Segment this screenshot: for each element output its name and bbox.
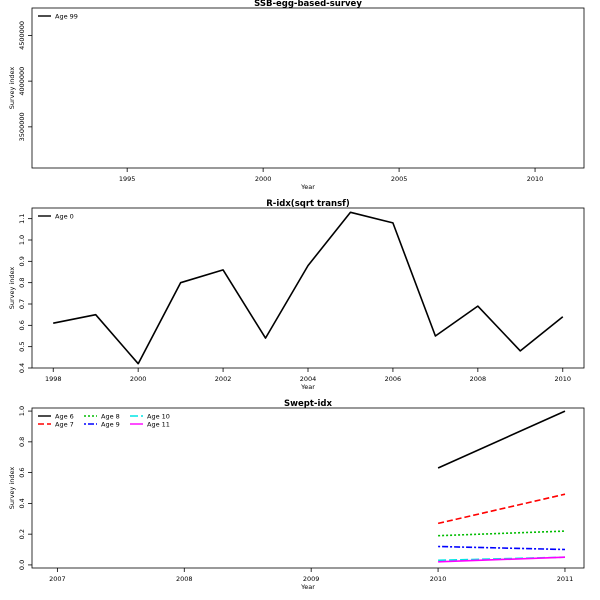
y-tick-label: 1.0: [18, 235, 26, 245]
y-tick-label: 0.7: [18, 299, 26, 309]
x-axis-label: Year: [300, 183, 315, 191]
x-tick-label: 2010: [554, 375, 571, 383]
x-axis-label: Year: [300, 383, 315, 391]
chart-panel-1: SSB-egg-based-survey 1995 2000 2005 2010 3500…: [8, 0, 585, 191]
chart-title: R-idx(sqrt transf): [266, 199, 350, 209]
x-tick-label: 1995: [119, 175, 136, 183]
x-tick-label: 2000: [255, 175, 272, 183]
series-group: [53, 211, 564, 365]
series-line-age-9: [438, 545, 566, 551]
series-line-age-0: [53, 211, 564, 365]
legend-label: Age 8: [101, 412, 120, 420]
x-tick-label: 2002: [215, 375, 232, 383]
y-axis-label: Survey index: [8, 267, 16, 310]
plot-frame: [31, 407, 585, 569]
x-tick-label: 1998: [45, 375, 62, 383]
x-axis-label: Year: [300, 583, 315, 591]
legend-label: Age 7: [55, 420, 74, 428]
plot-frame: [31, 7, 585, 169]
plot-frame: [31, 207, 585, 369]
x-tick-label: 2008: [470, 375, 487, 383]
legend-label: Age 6: [55, 412, 74, 420]
y-tick-label: 0.2: [18, 529, 26, 539]
y-axis-label: Survey index: [8, 467, 16, 510]
x-tick-label: 2006: [385, 375, 402, 383]
series-line-age-6: [437, 410, 566, 469]
chart-panel-3: Swept-idx 2007 2008 2009 2010 2011 0.0 0.2 0.4 0.…: [8, 399, 585, 591]
chart-title: Swept-idx: [284, 399, 332, 409]
x-tick-label: 2011: [557, 575, 574, 583]
series-line-age-8: [438, 530, 566, 537]
legend-label: Age 10: [147, 412, 170, 420]
x-tick-label: 2008: [176, 575, 193, 583]
legend-label: Age 9: [101, 420, 120, 428]
y-tick-label: 0.4: [18, 363, 26, 373]
legend-label: Age 99: [55, 12, 78, 20]
y-tick-label: 4500000: [18, 21, 26, 50]
legend-label: Age 0: [55, 212, 74, 220]
legend: Age 0: [38, 212, 74, 220]
y-tick-label: 0.6: [18, 320, 26, 330]
y-tick-label: 0.9: [18, 256, 26, 266]
y-axis-label: Survey index: [8, 67, 16, 110]
x-tick-label: 2009: [303, 575, 320, 583]
legend: Age 99: [38, 12, 78, 20]
y-tick-label: 0.6: [18, 467, 26, 477]
x-tick-label: 2010: [527, 175, 544, 183]
y-tick-label: 0.0: [18, 560, 26, 570]
x-tick-label: 2007: [49, 575, 66, 583]
series-line-age-11: [438, 556, 566, 563]
x-tick-label: 2004: [300, 375, 317, 383]
series-group: [437, 410, 566, 563]
legend-label: Age 11: [147, 420, 170, 428]
chart-title: SSB-egg-based-survey: [254, 0, 362, 9]
x-tick-label: 2010: [430, 575, 447, 583]
y-tick-label: 1.1: [18, 213, 26, 223]
x-tick-label: 2000: [130, 375, 147, 383]
chart-panel-2: R-idx(sqrt transf) 1998 2000 2002 2004 2006 20…: [8, 199, 585, 391]
y-tick-label: 0.4: [18, 498, 26, 508]
y-tick-label: 0.8: [18, 277, 26, 287]
y-tick-label: 0.5: [18, 341, 26, 351]
y-tick-label: 3500000: [18, 112, 26, 141]
y-tick-label: 0.8: [18, 437, 26, 447]
y-tick-label: 4000000: [18, 67, 26, 96]
y-tick-label: 1.0: [18, 406, 26, 416]
x-tick-label: 2005: [391, 175, 408, 183]
series-line-age-7: [437, 493, 566, 525]
